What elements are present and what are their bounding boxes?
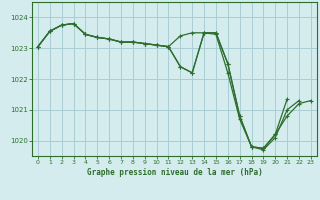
X-axis label: Graphe pression niveau de la mer (hPa): Graphe pression niveau de la mer (hPa): [86, 168, 262, 177]
